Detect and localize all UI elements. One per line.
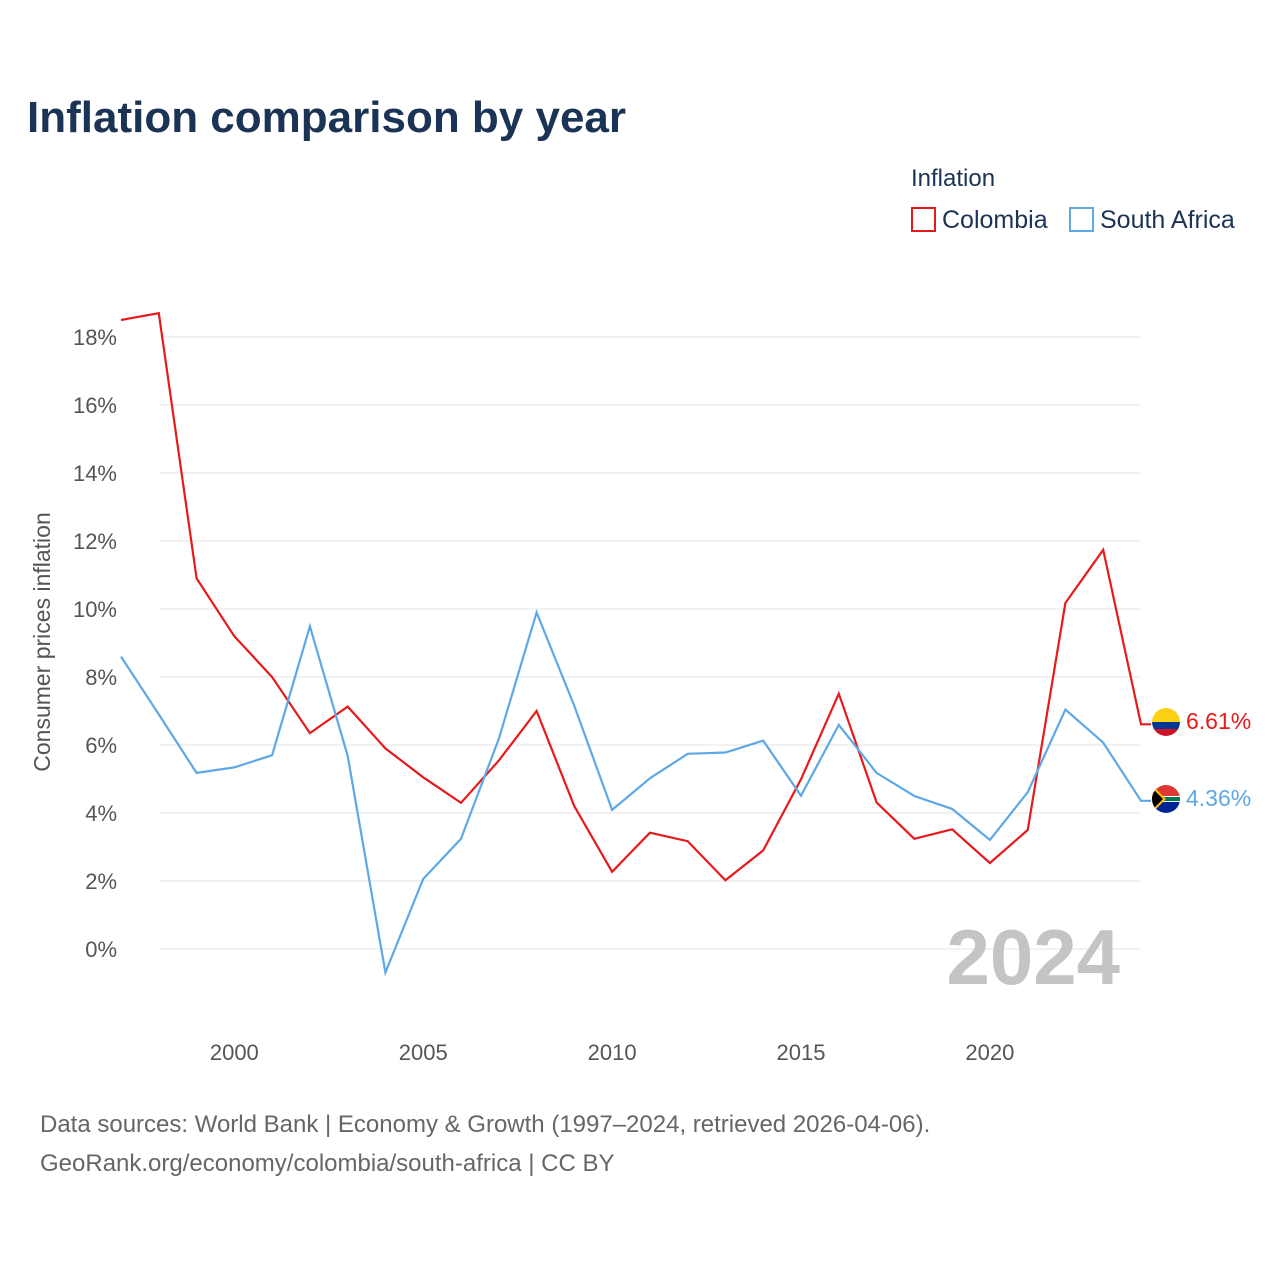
y-tick-label: 18% — [73, 325, 117, 350]
year-watermark: 2024 — [946, 913, 1120, 1001]
footer-link[interactable]: GeoRank.org/economy/colombia/south-afric… — [40, 1150, 615, 1177]
legend-item-south-africa[interactable]: South Africa — [1069, 206, 1235, 234]
gridlines — [160, 336, 1141, 950]
footer-sources: Data sources: World Bank | Economy & Gro… — [40, 1111, 930, 1138]
x-tick-label: 2005 — [399, 1040, 448, 1065]
x-axis-ticks: 2000 2005 2010 2015 2020 — [210, 1040, 1015, 1065]
y-tick-label: 14% — [73, 461, 117, 486]
y-tick-label: 10% — [73, 597, 117, 622]
legend: Inflation Colombia South Africa — [911, 165, 1235, 234]
end-label-colombia: 6.61% — [1186, 708, 1251, 734]
y-tick-label: 4% — [85, 801, 117, 826]
y-tick-label: 6% — [85, 733, 117, 758]
legend-swatch-south-africa — [1069, 207, 1094, 232]
south-africa-flag-icon — [1152, 785, 1180, 813]
series-lines — [120, 311, 1151, 977]
x-tick-label: 2015 — [777, 1040, 826, 1065]
y-tick-label: 16% — [73, 393, 117, 418]
chart-title: Inflation comparison by year — [27, 93, 626, 142]
x-tick-label: 2020 — [965, 1040, 1014, 1065]
y-tick-label: 8% — [85, 665, 117, 690]
y-axis-ticks: 0% 2% 4% 6% 8% 10% 12% 14% 16% 18% — [73, 325, 117, 962]
series-line-colombia[interactable] — [120, 311, 1151, 882]
x-tick-label: 2010 — [588, 1040, 637, 1065]
legend-label-south-africa: South Africa — [1100, 206, 1235, 234]
series-line-south-africa[interactable] — [120, 609, 1151, 977]
y-tick-label: 12% — [73, 529, 117, 554]
x-tick-label: 2000 — [210, 1040, 259, 1065]
y-tick-label: 2% — [85, 869, 117, 894]
end-label-south-africa: 4.36% — [1186, 785, 1251, 811]
y-axis-label: Consumer prices inflation — [29, 512, 55, 772]
legend-label-colombia: Colombia — [942, 206, 1048, 234]
colombia-flag-icon — [1152, 708, 1180, 736]
legend-swatch-colombia — [911, 207, 936, 232]
legend-item-colombia[interactable]: Colombia — [911, 206, 1048, 234]
y-tick-label: 0% — [85, 937, 117, 962]
legend-title: Inflation — [911, 165, 995, 192]
